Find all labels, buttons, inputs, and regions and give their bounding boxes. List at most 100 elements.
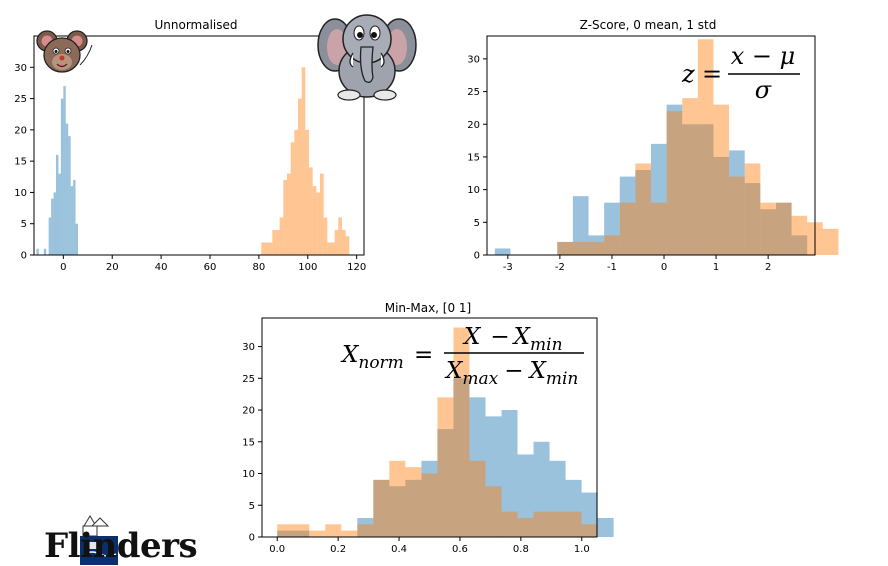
histogram-bar — [533, 441, 550, 537]
flinders-crest-icon — [80, 515, 118, 565]
y-tick-label: 10 — [14, 188, 27, 199]
histogram-bar — [565, 479, 582, 537]
histogram-bar — [48, 217, 52, 255]
histogram-bar — [453, 378, 470, 537]
histogram-bar — [305, 129, 309, 255]
chart-title: Unnormalised — [154, 18, 237, 32]
histogram-bar — [697, 39, 714, 255]
histogram-bar — [822, 228, 839, 255]
x-tick-label: 1.0 — [574, 544, 590, 555]
histogram-bar — [713, 104, 730, 256]
histogram-bar — [533, 511, 550, 537]
histogram-bar — [389, 460, 406, 537]
x-tick-label: 0 — [661, 262, 667, 273]
histogram-bar — [697, 124, 714, 256]
histogram-bar — [287, 173, 291, 255]
histogram-bar — [437, 397, 454, 537]
bars-group — [36, 67, 350, 256]
histogram-bar — [517, 517, 534, 537]
histogram-bar — [279, 217, 284, 255]
y-tick-label: 25 — [242, 374, 255, 385]
histogram-bar — [635, 163, 651, 255]
histogram-bar — [357, 524, 374, 537]
histogram-bar — [572, 241, 589, 255]
histogram-bar — [389, 486, 406, 537]
histogram-bar — [327, 242, 331, 255]
histogram-bar — [36, 248, 39, 255]
histogram-bar — [775, 202, 792, 255]
x-tick-label: 120 — [347, 262, 366, 273]
histogram-bar — [549, 511, 566, 537]
formula-denominator: Xmax − Xmin — [444, 358, 578, 389]
histogram-bar — [290, 142, 295, 255]
histogram-bar — [557, 241, 573, 255]
histogram-bar — [494, 248, 511, 255]
plot-frame — [261, 317, 598, 538]
histogram-bar — [421, 473, 438, 537]
y-tick-label: 25 — [467, 87, 480, 98]
x-tick-label: -2 — [555, 262, 565, 273]
bars-group — [277, 327, 614, 537]
y-tick-label: 30 — [242, 342, 255, 353]
formula-numerator: x − μ — [731, 42, 796, 70]
histogram-bar — [682, 98, 698, 255]
histogram-bar — [293, 530, 310, 537]
histogram-bar — [51, 198, 54, 255]
histogram-bar — [265, 242, 269, 255]
histogram-bar — [277, 524, 294, 537]
histogram-bar — [261, 242, 265, 255]
zscore-formula: z = x − μ σ — [681, 42, 800, 104]
histogram-bar — [581, 524, 598, 537]
histogram-bar — [421, 460, 438, 537]
chart-zscore: Z-Score, 0 mean, 1 std -3 -2 -1 0 1 205101520… — [467, 18, 839, 273]
histogram-bar — [334, 229, 339, 255]
histogram-bar — [342, 229, 346, 255]
histogram-bar — [469, 460, 486, 537]
x-tick-label: -1 — [607, 262, 617, 273]
y-tick-label: 15 — [467, 152, 480, 163]
histogram-bar — [276, 229, 280, 255]
histogram-bar — [619, 202, 636, 255]
histogram-bar — [60, 98, 64, 255]
y-tick-label: 10 — [467, 185, 480, 196]
histogram-bar — [298, 98, 302, 255]
x-tick-label: 0.0 — [269, 544, 285, 555]
histogram-bar — [666, 104, 683, 256]
histogram-bar — [373, 479, 390, 537]
histogram-bar — [341, 530, 358, 537]
formula-lhs: z — [681, 60, 695, 88]
x-tick-label: 60 — [204, 262, 217, 273]
histogram-bar — [277, 530, 294, 537]
histogram-bar — [68, 136, 71, 255]
histogram-bar — [316, 192, 320, 255]
histogram-bar — [58, 173, 61, 255]
histogram-bar — [501, 410, 518, 537]
histogram-bar — [744, 183, 761, 255]
histogram-bar — [469, 397, 486, 537]
histogram-bar — [729, 176, 745, 255]
histogram-bar — [75, 223, 78, 255]
histogram-bar — [775, 202, 792, 255]
y-tick-label: 30 — [467, 54, 480, 65]
chart-unnormalised: Unnormalised 0 20 40 60 80 100 120 0 5 10 15 20 25 30 — [14, 18, 366, 273]
histogram-bar — [651, 202, 667, 255]
histogram-bar — [760, 202, 776, 255]
histogram-bar — [453, 327, 470, 537]
histogram-bar — [557, 241, 573, 255]
y-tick-label: 5 — [474, 218, 480, 229]
histogram-bar — [323, 217, 328, 255]
y-tick-label: 15 — [242, 437, 255, 448]
histogram-bar — [597, 517, 614, 537]
y-tick-label: 10 — [242, 469, 255, 480]
histogram-bar — [517, 454, 534, 537]
histogram-bar — [651, 143, 667, 255]
histogram-bar — [588, 241, 605, 255]
plot-frame — [33, 35, 365, 256]
histogram-bar — [588, 235, 605, 255]
y-tick-label: 20 — [242, 406, 255, 417]
x-tick-label: 40 — [155, 262, 168, 273]
formula-equals: = — [702, 60, 722, 88]
histogram-bar — [604, 235, 620, 255]
histogram-bar — [65, 123, 69, 255]
histogram-bar — [485, 486, 502, 537]
